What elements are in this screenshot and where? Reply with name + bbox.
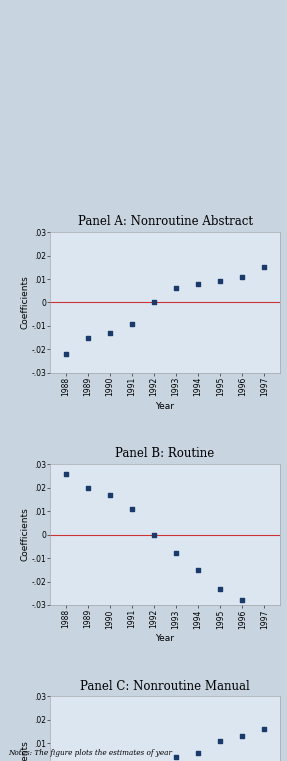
Point (152, 296, 156, 309)
Text: Panel C: Nonroutine Manual: Panel C: Nonroutine Manual (80, 680, 250, 693)
Text: Panel B: Routine: Panel B: Routine (115, 447, 215, 460)
Point (86, 482, 90, 494)
Point (240, 594, 245, 607)
X-axis label: Year: Year (156, 634, 174, 643)
Point (63, 348, 68, 360)
Point (174, 751, 178, 761)
Point (130, 317, 134, 330)
Point (108, 327, 112, 339)
Point (240, 730, 245, 742)
Point (130, 503, 134, 515)
Text: Notes: The figure plots the estimates of year: Notes: The figure plots the estimates of… (9, 749, 172, 757)
Y-axis label: Coefficients: Coefficients (21, 740, 30, 761)
Point (196, 278, 200, 290)
Point (152, 528, 156, 540)
Point (240, 271, 245, 283)
Point (218, 735, 222, 747)
Point (196, 564, 200, 576)
Point (174, 282, 178, 295)
Point (63, 467, 68, 479)
Point (86, 332, 90, 344)
Y-axis label: Coefficients: Coefficients (21, 275, 30, 330)
Point (262, 261, 267, 273)
Y-axis label: Coefficients: Coefficients (21, 508, 30, 562)
Point (262, 723, 267, 735)
X-axis label: Year: Year (156, 402, 174, 411)
Point (108, 489, 112, 501)
Point (262, 608, 267, 620)
Point (196, 747, 200, 759)
Point (218, 275, 222, 288)
Point (218, 582, 222, 594)
Point (174, 547, 178, 559)
Text: Panel A: Nonroutine Abstract: Panel A: Nonroutine Abstract (77, 215, 253, 228)
